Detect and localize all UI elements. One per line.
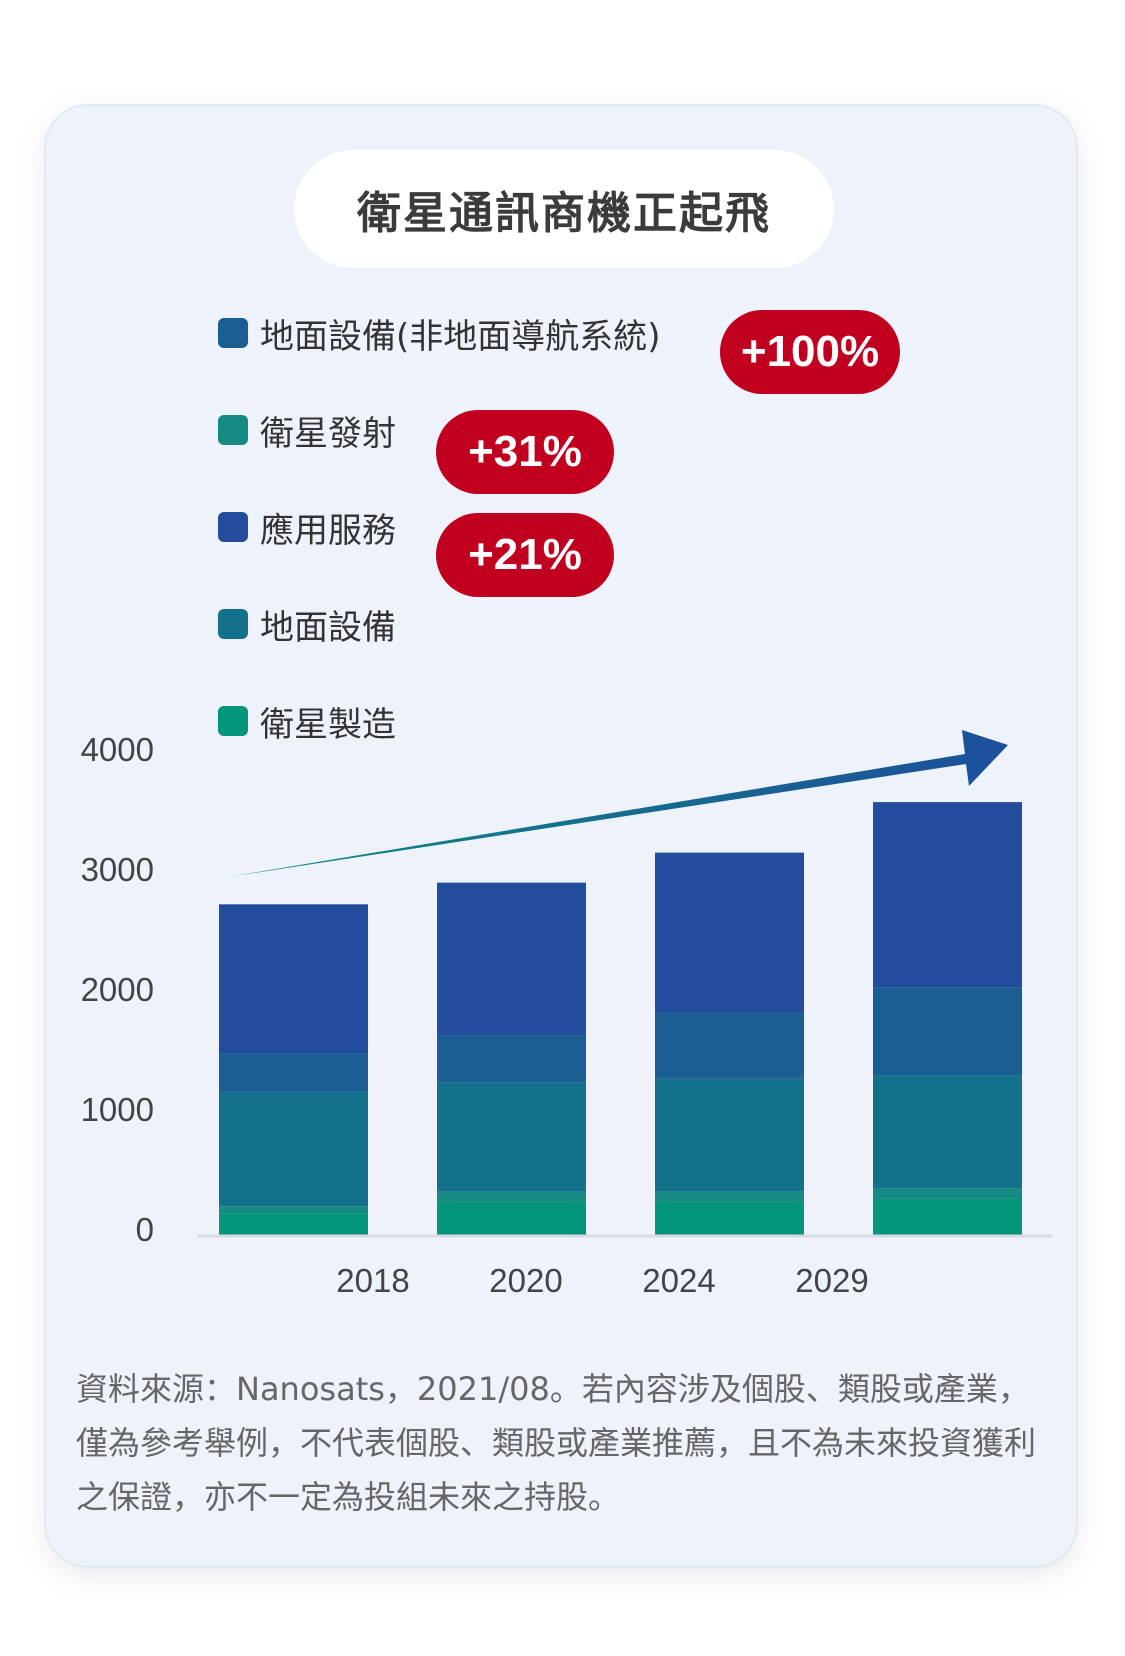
growth-badge-satellite-launch: +31% xyxy=(436,410,614,494)
bar-segment-2024-2 xyxy=(655,1078,804,1192)
legend-swatch xyxy=(218,415,248,445)
bar-segment-2024-0 xyxy=(655,1201,804,1235)
legend-label: 地面設備(非地面導航系統) xyxy=(260,316,661,357)
bar-segment-2024-3 xyxy=(655,1012,804,1079)
y-tick-label: 4000 xyxy=(80,731,154,768)
legend-label: 衛星製造 xyxy=(260,704,396,745)
y-tick-label: 3000 xyxy=(80,851,154,888)
bars-group xyxy=(219,802,1022,1235)
bar-segment-2029-0 xyxy=(873,1198,1022,1235)
y-tick-label: 0 xyxy=(135,1211,154,1248)
legend-swatch xyxy=(218,512,248,542)
legend-swatch xyxy=(218,706,248,736)
bar-segment-2018-2 xyxy=(219,1091,368,1207)
y-tick-label: 2000 xyxy=(80,971,154,1008)
bar-segment-2020-2 xyxy=(437,1082,586,1192)
bar-segment-2018-3 xyxy=(219,1053,368,1092)
source-footnote: 資料來源：Nanosats，2021/08。若內容涉及個股、類股或產業，僅為參考… xyxy=(76,1370,1037,1516)
bar-segment-2024-1 xyxy=(655,1191,804,1202)
growth-badge-application-services: +21% xyxy=(436,513,614,597)
bar-segment-2029-4 xyxy=(873,802,1022,988)
legend-item-satellite-manufacturing: 衛星製造 xyxy=(218,691,396,751)
bar-segment-2029-2 xyxy=(873,1075,1022,1189)
bar-segment-2020-4 xyxy=(437,882,586,1036)
legend-item-ground-equipment: 地面設備 xyxy=(218,594,396,654)
bar-segment-2020-1 xyxy=(437,1191,586,1202)
legend-item-ground-equipment-nongnss: 地面設備(非地面導航系統) xyxy=(218,303,661,363)
bar-segment-2020-0 xyxy=(437,1201,586,1235)
x-tick-label: 2029 xyxy=(795,1262,869,1299)
chart-title: 衛星通訊商機正起飛 xyxy=(294,150,834,268)
bar-segment-2020-3 xyxy=(437,1035,586,1083)
legend-label: 應用服務 xyxy=(260,510,396,551)
legend-swatch xyxy=(218,318,248,348)
legend-swatch xyxy=(218,609,248,639)
bar-segment-2018-0 xyxy=(219,1213,368,1235)
legend-item-application-services: 應用服務 xyxy=(218,497,396,557)
legend-label: 地面設備 xyxy=(260,607,396,648)
bar-segment-2029-3 xyxy=(873,987,1022,1076)
legend-label: 衛星發射 xyxy=(260,413,396,454)
bar-segment-2018-4 xyxy=(219,904,368,1054)
x-tick-label: 2020 xyxy=(489,1262,563,1299)
y-tick-label: 1000 xyxy=(80,1091,154,1128)
bar-segment-2018-1 xyxy=(219,1206,368,1214)
growth-badge-ground-equipment-nongnss: +100% xyxy=(720,310,900,394)
legend-item-satellite-launch: 衛星發射 xyxy=(218,400,396,460)
bar-segment-2024-4 xyxy=(655,852,804,1013)
bar-segment-2029-1 xyxy=(873,1188,1022,1199)
x-tick-label: 2024 xyxy=(642,1262,716,1299)
x-tick-label: 2018 xyxy=(336,1262,410,1299)
